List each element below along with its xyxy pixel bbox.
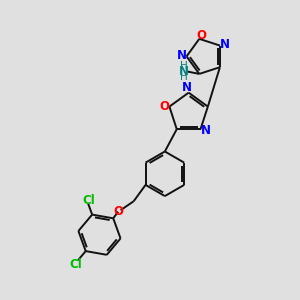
Text: O: O [113, 205, 123, 218]
Text: O: O [159, 100, 169, 113]
Text: Cl: Cl [69, 258, 82, 271]
Text: N: N [201, 124, 211, 137]
Text: N: N [179, 65, 189, 78]
Text: H: H [180, 72, 188, 82]
Text: N: N [176, 49, 187, 62]
Text: N: N [220, 38, 230, 51]
Text: H: H [180, 61, 188, 71]
Text: O: O [196, 29, 206, 42]
Text: N: N [182, 81, 192, 94]
Text: Cl: Cl [82, 194, 95, 207]
